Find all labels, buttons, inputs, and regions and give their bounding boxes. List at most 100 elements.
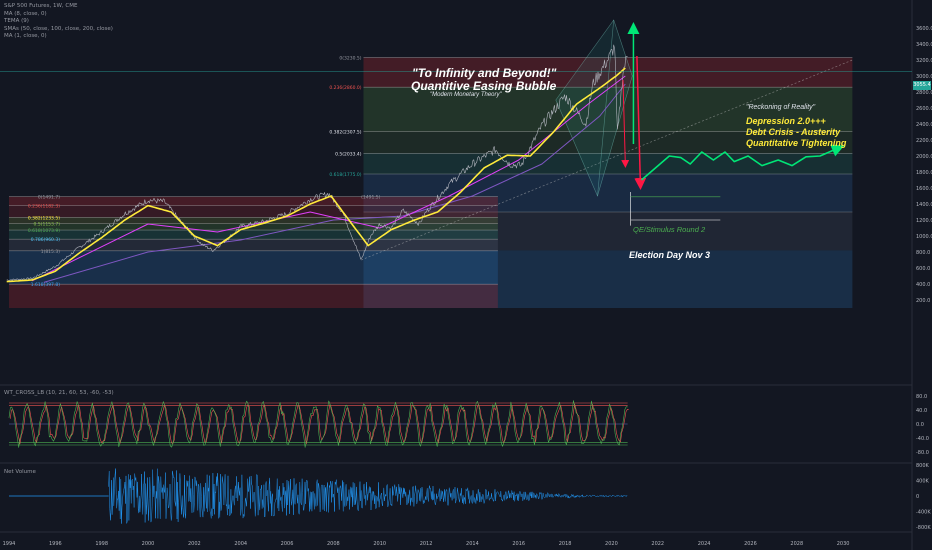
time-tick: 2006	[281, 541, 294, 547]
last-price-tag: 3055.4	[913, 81, 931, 90]
osc-tick: -40.0	[916, 436, 929, 442]
annotation-outlook-2: Debt Crisis - Austerity	[746, 127, 841, 137]
legend-ma8[interactable]: MA (8, close, 0)	[4, 10, 47, 17]
fib-label-right-0: 0(3230.5)	[339, 56, 361, 62]
annotation-outlook-1: Depression 2.0+++	[746, 116, 826, 126]
price-tick: 1400.0	[916, 202, 932, 208]
time-tick: 2008	[327, 541, 340, 547]
fib-label-left-right: (1491.5)	[361, 195, 381, 201]
pitchfork-zone	[555, 19, 633, 197]
fib-zone-left-7	[9, 284, 498, 308]
time-tick: 2014	[466, 541, 479, 547]
legend-tema[interactable]: TEMA (9)	[4, 18, 29, 24]
fib-label-left-2: 0.382(1233.5)	[28, 215, 60, 221]
projection-wave	[640, 144, 845, 181]
fib-zone-right-1	[363, 87, 853, 132]
price-tick: 2800.0	[916, 90, 932, 96]
fib-zone-left-0	[9, 196, 498, 206]
fib-label-left-4: 0.618(1073.9)	[28, 228, 60, 234]
time-tick: 2012	[420, 541, 433, 547]
volume-tick: -400K	[916, 509, 931, 515]
time-tick: 2010	[373, 541, 386, 547]
price-tick: 200.0	[916, 298, 930, 304]
time-tick: 2026	[744, 541, 757, 547]
fib-label-left-1: 0.236(1182.3)	[28, 203, 60, 209]
annotation-subtitle: Quantitive Easing Bubble	[411, 79, 557, 93]
legend-symbol[interactable]: S&P 500 Futures, 1W, CME	[4, 3, 78, 9]
osc-tick: 80.0	[916, 394, 927, 400]
oscillator-title: WT_CROSS_LB (10, 21, 60, 53, -60, -53)	[4, 390, 114, 396]
osc-tick: 0.0	[916, 422, 924, 428]
time-tick: 2030	[837, 541, 850, 547]
fib-label-left-6: 1(815.3)	[41, 249, 61, 255]
arrow-down-red-small	[621, 79, 630, 168]
fib-label-right-1: 0.236(2860.0)	[329, 85, 361, 91]
price-tick: 3600.0	[916, 26, 932, 32]
indicator-legend: S&P 500 Futures, 1W, CME MA (8, close, 0…	[4, 3, 113, 41]
price-tick: 1800.0	[916, 170, 932, 176]
sma-200-line	[43, 83, 626, 283]
sma-100-line	[31, 75, 626, 282]
price-tick: 3400.0	[916, 42, 932, 48]
price-tick: 400.0	[916, 282, 930, 288]
price-tick: 2600.0	[916, 106, 932, 112]
time-tick: 1996	[49, 541, 62, 547]
time-tick: 2002	[188, 541, 201, 547]
time-tick: 2018	[559, 541, 572, 547]
fib-zone-right-6	[363, 250, 853, 308]
price-tick: 1600.0	[916, 186, 932, 192]
fib-zone-left-6	[9, 250, 498, 285]
volume-tick: 0	[916, 494, 919, 500]
annotation-theory: "Modern Monetary Theory"	[430, 92, 502, 98]
trendline-long	[361, 59, 853, 261]
price-tick: 1200.0	[916, 218, 932, 224]
price-tick: 600.0	[916, 266, 930, 272]
annotation-reckoning: "Reckoning of Reality"	[746, 104, 816, 111]
annotation-election: Election Day Nov 3	[629, 250, 711, 260]
annotation-outlook-3: Quantitative Tightening	[746, 138, 847, 148]
volume-line	[108, 468, 628, 524]
fib-zone-left-1	[9, 205, 498, 218]
fib-zone-left-4	[9, 230, 498, 240]
ma-line	[6, 67, 626, 283]
arrow-down-red	[634, 55, 647, 190]
osc-tick: 40.0	[916, 408, 927, 414]
osc-wt2-line	[9, 403, 629, 445]
fib-zone-right-2	[363, 131, 853, 154]
fib-label-right-3: 0.5(2033.4)	[335, 151, 362, 157]
time-tick: 1994	[3, 541, 16, 547]
time-tick: 2022	[651, 541, 664, 547]
price-tick: 1000.0	[916, 234, 932, 240]
fib-label-right-2: 0.382(2307.5)	[329, 129, 361, 135]
time-tick: 2004	[234, 541, 247, 547]
volume-tick: -800K	[916, 525, 931, 531]
fib-label-right-4: 0.618(1775.0)	[329, 172, 361, 178]
price-tick: 2200.0	[916, 138, 932, 144]
price-tick: 3000.0	[916, 74, 932, 80]
fib-label-left-7: 1.618(397.8)	[31, 282, 61, 288]
price-tick: 800.0	[916, 250, 930, 256]
price-tick: 2000.0	[916, 154, 932, 160]
time-tick: 2020	[605, 541, 618, 547]
fib-zone-left-5	[9, 239, 498, 251]
legend-ma1[interactable]: MA (1, close, 0)	[4, 33, 47, 39]
price-tick: 2400.0	[916, 122, 932, 128]
time-tick: 2000	[142, 541, 155, 547]
fib-zone-left-2	[9, 217, 498, 224]
volume-title: Net Volume	[4, 469, 36, 475]
fib-label-left-5: 0.786(960.3)	[31, 237, 61, 243]
volume-tick: 800K	[916, 463, 930, 469]
time-tick: 2024	[698, 541, 711, 547]
price-line	[6, 44, 628, 281]
fib-label-left-3: 0.5(1153.7)	[34, 222, 61, 228]
legend-smas[interactable]: SMAs (50, close, 100, close, 200, close)	[4, 25, 113, 32]
osc-tick: -80.0	[916, 450, 929, 456]
osc-wt1-line	[8, 400, 628, 448]
annotation-qe: QE/Stimulus Round 2	[633, 225, 706, 234]
time-tick: 2016	[512, 541, 525, 547]
volume-tick: 400K	[916, 479, 930, 485]
fib-label-left-0: 0(1491.7)	[38, 195, 60, 201]
time-tick: 2028	[790, 541, 803, 547]
annotation-title: "To Infinity and Beyond!"	[412, 66, 557, 80]
